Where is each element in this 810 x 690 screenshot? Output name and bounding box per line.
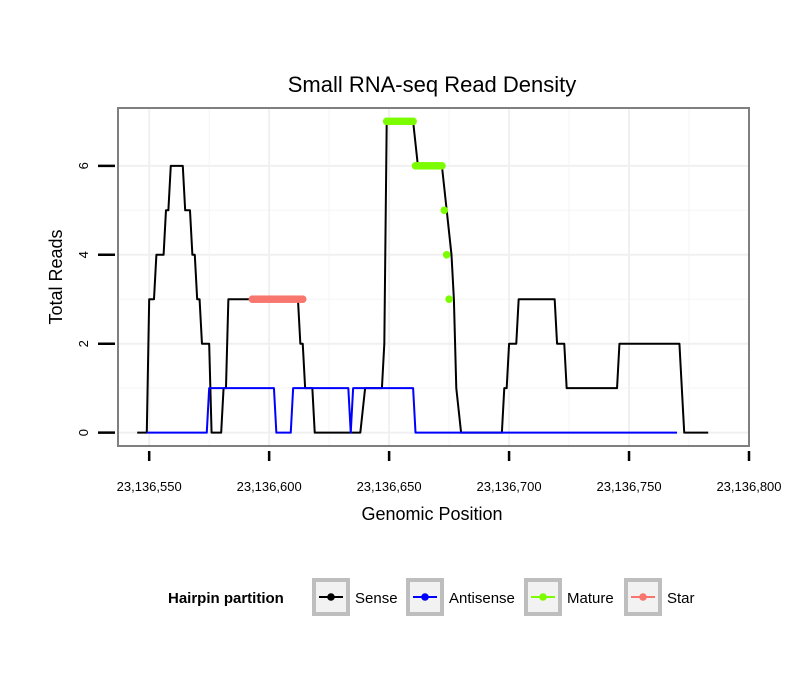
legend-label: Sense: [355, 590, 398, 607]
chart-title: Small RNA-seq Read Density: [288, 72, 577, 97]
data-point-mature: [438, 162, 446, 170]
legend-key-point: [639, 593, 647, 601]
y-tick-label: 0: [76, 429, 91, 436]
y-tick-label: 6: [76, 162, 91, 169]
data-point-mature: [409, 117, 417, 126]
legend-key-point: [327, 593, 335, 601]
data-point-star: [298, 295, 307, 304]
series-layer: [137, 117, 709, 434]
x-tick-label: 23,136,800: [716, 479, 781, 494]
x-tick-label: 23,136,750: [596, 479, 661, 494]
legend: Hairpin partition Sense Antisense Mature St…: [168, 578, 695, 616]
legend-label: Antisense: [449, 590, 515, 607]
legend-key-point: [539, 593, 547, 601]
x-tick-label: 23,136,700: [477, 479, 542, 494]
series-line-antisense: [146, 387, 678, 434]
y-tick-label: 4: [76, 251, 91, 258]
y-tick-label: 2: [76, 340, 91, 347]
plot-panel: [117, 107, 750, 447]
legend-title: Hairpin partition: [168, 590, 284, 607]
data-point-mature: [440, 206, 449, 215]
legend-label: Mature: [567, 590, 614, 607]
axes: 23,136,550 23,136,600 23,136,650 23,136,700…: [76, 162, 782, 494]
x-axis-title: Genomic Position: [361, 504, 502, 524]
data-point-mature: [445, 295, 453, 304]
x-tick-label: 23,136,550: [117, 479, 182, 494]
x-tick-label: 23,136,650: [357, 479, 422, 494]
x-tick-label: 23,136,600: [237, 479, 302, 494]
series-line-sense: [137, 120, 709, 434]
legend-label: Star: [667, 590, 695, 607]
y-axis-title: Total Reads: [46, 229, 66, 324]
data-point-mature: [442, 250, 451, 259]
legend-key-point: [421, 593, 429, 601]
